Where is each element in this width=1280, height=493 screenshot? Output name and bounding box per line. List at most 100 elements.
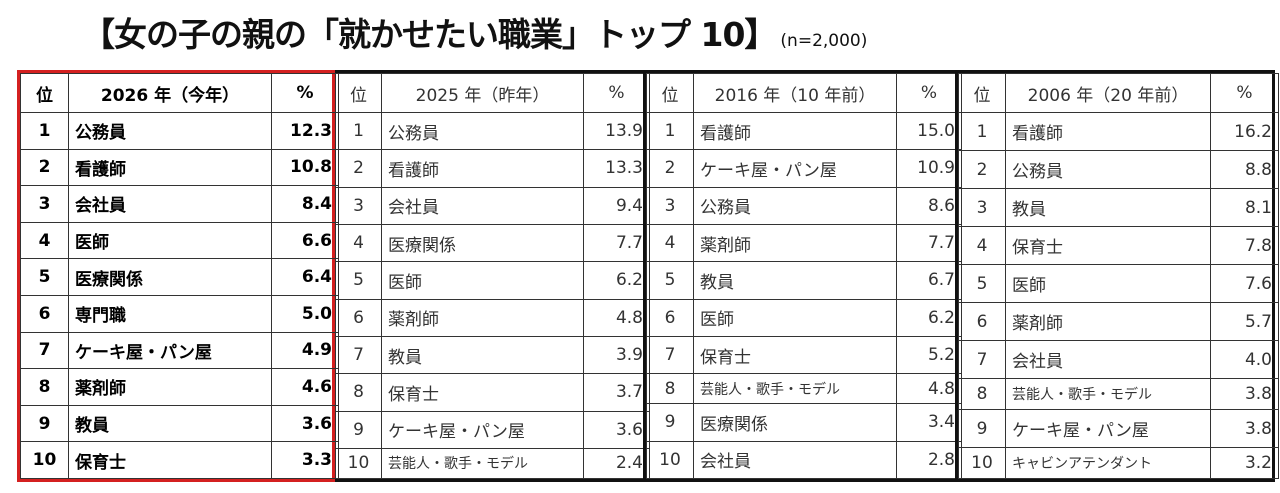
table-row: 9 教員 3.6 <box>20 404 339 443</box>
percent-cell: 9.4 <box>583 186 650 225</box>
table-row: 3 公務員 8.6 <box>646 186 962 225</box>
percent-cell: 2.8 <box>896 440 962 480</box>
percent-cell: 3.2 <box>1210 447 1279 479</box>
job-cell: 教員 <box>68 404 272 443</box>
table-row: 4 薬剤師 7.7 <box>646 223 962 263</box>
job-cell: 会社員 <box>68 185 272 223</box>
rank-cell: 8 <box>958 378 1006 411</box>
percent-cell: 4.8 <box>896 373 962 405</box>
rank-header: 位 <box>646 73 694 113</box>
percent-cell: 6.4 <box>271 258 339 296</box>
year-header: 2026 年（今年） <box>68 73 272 113</box>
rank-cell: 5 <box>20 258 69 296</box>
job-cell: 教員 <box>1005 188 1211 228</box>
rank-header: 位 <box>20 73 69 113</box>
job-cell: 看護師 <box>693 111 897 151</box>
percent-cell: 3.9 <box>583 335 650 375</box>
rank-cell: 5 <box>646 261 694 300</box>
percent-cell: 7.6 <box>1210 264 1279 304</box>
table-row: 5 医師 6.2 <box>335 261 650 300</box>
percent-cell: 3.7 <box>583 373 650 412</box>
job-cell: 会社員 <box>1005 340 1211 380</box>
job-cell: 会社員 <box>693 440 897 480</box>
percent-cell: 13.9 <box>583 111 650 151</box>
table-row: 10 保育士 3.3 <box>20 441 339 479</box>
rank-cell: 5 <box>958 264 1006 304</box>
table-row: 9 医療関係 3.4 <box>646 403 962 442</box>
job-cell: 公務員 <box>68 112 272 150</box>
percent-cell: 5.7 <box>1210 302 1279 342</box>
rank-cell: 7 <box>20 331 69 370</box>
table-row: 1 看護師 16.2 <box>958 111 1279 152</box>
rank-cell: 6 <box>958 302 1006 342</box>
sample-size: (n=2,000) <box>780 31 868 51</box>
rank-cell: 1 <box>958 111 1006 152</box>
job-cell: 保育士 <box>68 441 272 479</box>
rank-cell: 6 <box>335 298 382 337</box>
table-row: 7 ケーキ屋・パン屋 4.9 <box>20 331 339 370</box>
job-cell: 芸能人・歌手・モデル <box>693 373 897 405</box>
year-header: 2016 年（10 年前） <box>693 73 897 113</box>
job-cell: 看護師 <box>68 148 272 187</box>
job-cell: 薬剤師 <box>381 298 584 337</box>
rank-cell: 10 <box>958 447 1006 479</box>
percent-cell: 4.6 <box>271 368 339 406</box>
rank-cell: 1 <box>20 112 69 150</box>
job-cell: 公務員 <box>1005 150 1211 190</box>
rank-cell: 5 <box>335 261 382 300</box>
rank-cell: 8 <box>335 373 382 412</box>
percent-cell: 8.6 <box>896 186 962 225</box>
rank-cell: 2 <box>20 148 69 187</box>
percent-cell: 5.2 <box>896 335 962 375</box>
ranking-table-2016: 位 2016 年（10 年前） % 1 看護師 15.0 2 ケーキ屋・パン屋 … <box>643 70 962 482</box>
job-cell: 芸能人・歌手・モデル <box>1005 378 1211 411</box>
percent-header: % <box>896 73 962 113</box>
rank-cell: 7 <box>958 340 1006 380</box>
percent-cell: 2.4 <box>583 447 650 480</box>
table-row: 2 ケーキ屋・パン屋 10.9 <box>646 149 962 188</box>
job-cell: ケーキ屋・パン屋 <box>68 331 272 370</box>
percent-cell: 6.7 <box>896 261 962 300</box>
rank-cell: 2 <box>335 149 382 188</box>
job-cell: 医師 <box>1005 264 1211 304</box>
percent-cell: 3.3 <box>271 441 339 479</box>
table-row: 2 看護師 10.8 <box>20 148 339 187</box>
table-row: 2 看護師 13.3 <box>335 149 650 188</box>
job-cell: 医療関係 <box>381 223 584 263</box>
job-cell: 保育士 <box>381 373 584 412</box>
table-row: 6 薬剤師 4.8 <box>335 298 650 337</box>
rank-cell: 3 <box>20 185 69 223</box>
table-row: 9 ケーキ屋・パン屋 3.6 <box>335 410 650 449</box>
ranking-table-2006: 位 2006 年（20 年前） % 1 看護師 16.2 2 公務員 8.8 3… <box>955 70 1279 482</box>
job-cell: 会社員 <box>381 186 584 225</box>
percent-cell: 4.8 <box>583 298 650 337</box>
rank-cell: 8 <box>20 368 69 406</box>
job-cell: 薬剤師 <box>1005 302 1211 342</box>
percent-cell: 7.7 <box>896 223 962 263</box>
percent-cell: 8.8 <box>1210 150 1279 190</box>
page-title: 【女の子の親の「就かせたい職業」トップ 10】 (n=2,000) <box>82 8 867 56</box>
table-row: 10 芸能人・歌手・モデル 2.4 <box>335 447 650 480</box>
table-row: 1 看護師 15.0 <box>646 111 962 151</box>
rank-cell: 7 <box>335 335 382 375</box>
table-row: 3 会社員 8.4 <box>20 185 339 223</box>
job-cell: 教員 <box>693 261 897 300</box>
job-cell: ケーキ屋・パン屋 <box>1005 409 1211 449</box>
table-row: 1 公務員 12.3 <box>20 112 339 150</box>
rank-cell: 1 <box>646 111 694 151</box>
table-row: 5 医療関係 6.4 <box>20 258 339 296</box>
rank-cell: 6 <box>20 294 69 333</box>
percent-cell: 6.2 <box>583 261 650 300</box>
table-row: 5 医師 7.6 <box>958 264 1279 304</box>
percent-cell: 8.4 <box>271 185 339 223</box>
year-header: 2025 年（昨年） <box>381 73 584 113</box>
job-cell: 医師 <box>381 261 584 300</box>
rank-header: 位 <box>335 73 382 113</box>
rank-cell: 4 <box>958 226 1006 266</box>
table-row: 8 保育士 3.7 <box>335 373 650 412</box>
percent-cell: 3.8 <box>1210 378 1279 411</box>
percent-cell: 16.2 <box>1210 111 1279 152</box>
table-row: 6 医師 6.2 <box>646 298 962 337</box>
table-row: 7 会社員 4.0 <box>958 340 1279 380</box>
percent-cell: 8.1 <box>1210 188 1279 228</box>
